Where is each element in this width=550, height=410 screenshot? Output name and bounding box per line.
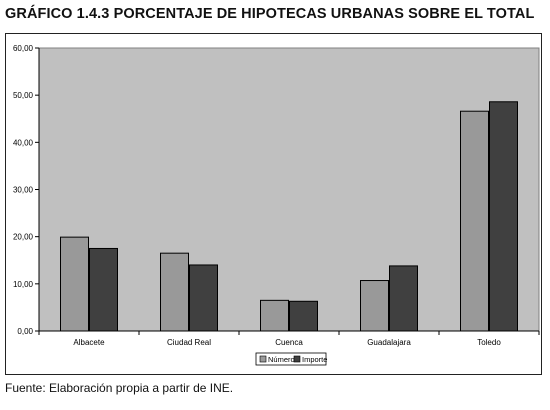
y-tick-label: 60,00 xyxy=(13,44,34,53)
bar-numero xyxy=(60,236,89,332)
y-tick-label: 0,00 xyxy=(17,327,33,336)
legend-label: Importe xyxy=(302,355,327,364)
y-tick-label: 10,00 xyxy=(13,280,34,289)
y-tick-label: 40,00 xyxy=(13,138,34,147)
y-tick-label: 30,00 xyxy=(13,186,34,195)
plot-area xyxy=(38,47,540,332)
chart-title: GRÁFICO 1.4.3 PORCENTAJE DE HIPOTECAS UR… xyxy=(5,6,535,22)
bar-numero xyxy=(260,299,289,332)
legend-swatch xyxy=(259,355,267,363)
x-tick-label: Guadalajara xyxy=(367,338,411,347)
bar-importe xyxy=(189,264,218,332)
x-tick-label: Albacete xyxy=(73,338,105,347)
y-tick-label: 20,00 xyxy=(13,233,34,242)
bar-importe xyxy=(389,265,418,332)
bar-numero xyxy=(360,280,389,332)
x-tick-label: Cuenca xyxy=(275,338,303,347)
chart-frame: 0,00 10,00 20,00 30,00 40,00 50,00 60,00 Albace… xyxy=(5,33,542,375)
bar-numero xyxy=(160,252,189,332)
legend-swatch xyxy=(293,355,301,363)
legend-box xyxy=(255,352,327,366)
bar-importe xyxy=(289,300,318,332)
bar-importe xyxy=(89,247,118,332)
bar-chart: 0,00 10,00 20,00 30,00 40,00 50,00 60,00 Albace… xyxy=(13,44,540,366)
bar-numero xyxy=(460,110,489,332)
y-tick-label: 50,00 xyxy=(13,91,34,100)
x-tick-label: Toledo xyxy=(477,338,501,347)
legend-label: Número xyxy=(268,355,295,364)
x-tick-label: Ciudad Real xyxy=(167,338,211,347)
bar-importe xyxy=(489,101,518,332)
source-note: Fuente: Elaboración propia a partir de I… xyxy=(5,381,234,395)
